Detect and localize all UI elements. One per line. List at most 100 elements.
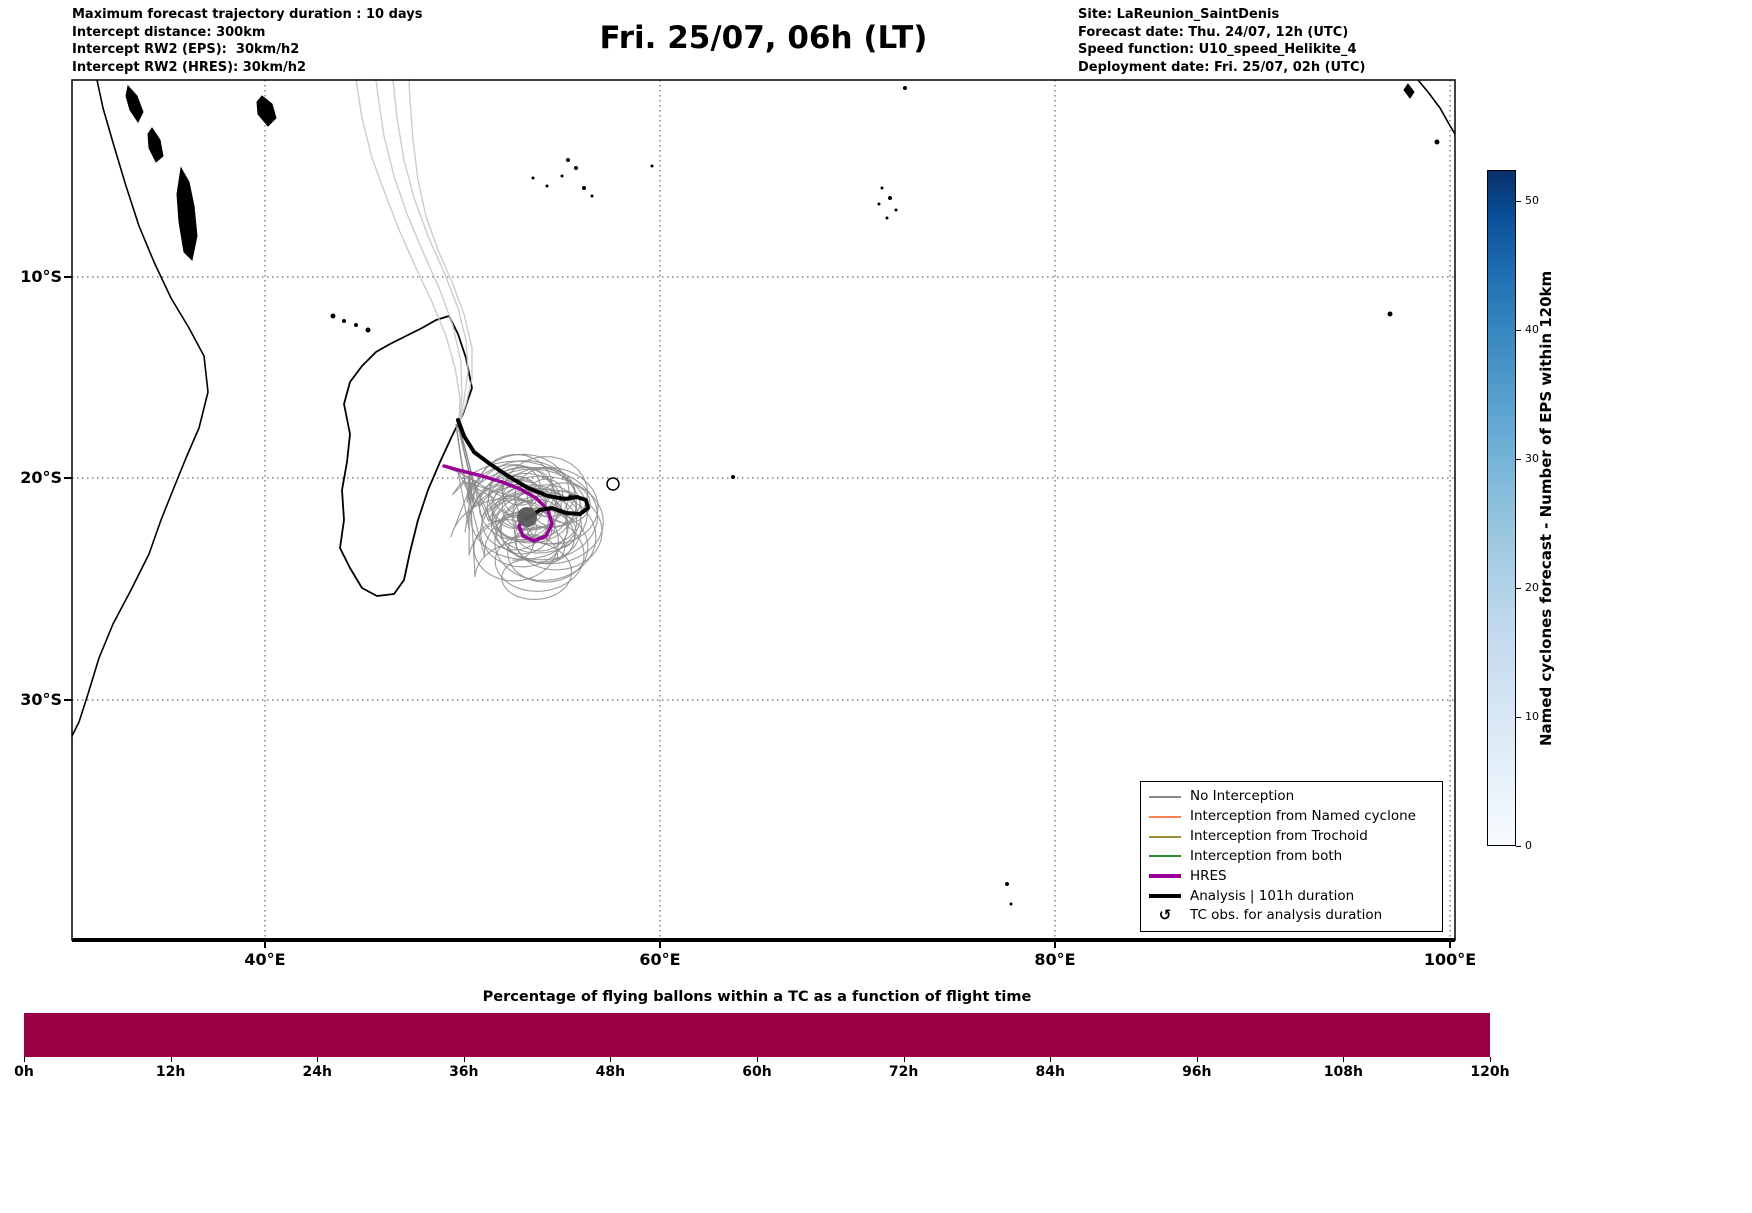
legend-line-swatch: [1149, 795, 1181, 798]
island-dot: [1387, 311, 1393, 317]
legend-line-swatch: [1149, 815, 1181, 818]
africa-east-coast: [71, 79, 209, 737]
legend-label: TC obs. for analysis duration: [1190, 907, 1383, 924]
ensemble-track-faint: [355, 79, 461, 425]
legend-row: Interception from Trochoid: [1149, 829, 1434, 844]
x-axis-tick-label: 80°E: [1034, 950, 1076, 969]
legend-label: Analysis | 101h duration: [1190, 887, 1355, 904]
info-speed-function: Speed function: U10_speed_Helikite_4: [1078, 42, 1357, 57]
x-axis-tick-label: 60°E: [639, 950, 681, 969]
flight-time-tick-mark: [1196, 1057, 1198, 1062]
legend-label: Interception from Named cyclone: [1190, 808, 1416, 825]
colorbar-tick-label: 30: [1525, 451, 1539, 465]
forecast-parameters-block: Maximum forecast trajectory duration : 1…: [72, 6, 423, 76]
colorbar-tick-mark: [1516, 587, 1521, 589]
island-dot: [330, 313, 336, 319]
info-deployment-date: Deployment date: Fri. 25/07, 02h (UTC): [1078, 59, 1366, 75]
x-axis-tick-label: 100°E: [1423, 950, 1477, 969]
legend-line: [1149, 815, 1181, 818]
rotate-arrow-icon: ↺: [1158, 906, 1172, 925]
ensemble-trajectories: [444, 420, 604, 600]
flight-time-tick-label: 48h: [595, 1064, 626, 1080]
colorbar-tick-label: 20: [1525, 580, 1539, 594]
island-dot: [574, 166, 578, 170]
param-intercept-distance: Intercept distance: 300km: [72, 24, 266, 40]
island-dot: [354, 323, 358, 327]
legend-line: [1149, 855, 1181, 858]
lake-c: [256, 95, 277, 127]
balloon-cluster: [517, 507, 537, 527]
info-forecast-date: Forecast date: Thu. 24/07, 12h (UTC): [1078, 24, 1349, 40]
legend-line-swatch: [1149, 894, 1181, 899]
flight-time-bar: [24, 1013, 1490, 1057]
ensemble-track: [456, 420, 577, 544]
flight-time-tick-mark: [610, 1057, 612, 1062]
colorbar-tick-label: 0: [1525, 839, 1532, 852]
x-axis-tick-label: 40°E: [244, 950, 286, 969]
island-dot: [545, 184, 549, 188]
flight-time-tick-label: 108h: [1323, 1064, 1363, 1080]
lake-b: [147, 127, 164, 163]
flight-time-tick-label: 36h: [449, 1064, 479, 1080]
colorbar-tick-label: 10: [1525, 709, 1539, 723]
ensemble-track: [456, 420, 573, 600]
legend-line: [1149, 835, 1181, 838]
legend-label: Interception from Trochoid: [1190, 828, 1368, 845]
colorbar-tick-label: 40: [1525, 322, 1539, 336]
legend-row: Analysis | 101h duration: [1149, 887, 1434, 904]
island-dot: [590, 194, 594, 198]
island-dot: [365, 327, 371, 333]
bottom-chart-title: Percentage of flying ballons within a TC…: [482, 989, 1032, 1005]
colorbar-gradient: [1487, 170, 1516, 846]
islet-nw: [1403, 83, 1415, 99]
page-title: Fri. 25/07, 06h (LT): [599, 20, 928, 56]
legend-line-swatch: [1149, 835, 1181, 838]
island-dot: [731, 475, 735, 479]
flight-time-tick-label: 12h: [155, 1064, 186, 1080]
legend-line: [1149, 894, 1181, 899]
colorbar-tick-mark: [1516, 200, 1521, 202]
flight-time-tick-label: 60h: [742, 1064, 772, 1080]
y-axis-tick-label: 20°S: [20, 468, 62, 487]
island-outline: [606, 477, 620, 491]
island-dot: [885, 216, 889, 220]
flight-time-tick-label: 84h: [1035, 1064, 1065, 1080]
island-dot: [1009, 902, 1013, 906]
colorbar-tick-mark: [1516, 329, 1521, 331]
legend-row: Interception from both: [1149, 848, 1434, 864]
flight-time-tick-mark: [1490, 1057, 1491, 1062]
legend-row: ↺ TC obs. for analysis duration: [1149, 908, 1434, 923]
flight-time-tick-label: 0h: [14, 1064, 34, 1080]
y-axis-tick-label: 10°S: [20, 267, 62, 286]
north-ensemble-tracks: [355, 79, 473, 425]
legend-line: [1149, 795, 1181, 798]
flight-time-tick-label: 72h: [888, 1064, 919, 1080]
flight-time-tick-label: 120h: [1470, 1064, 1510, 1080]
ensemble-track-faint: [408, 79, 473, 425]
param-duration: Maximum forecast trajectory duration : 1…: [72, 7, 423, 22]
info-site: Site: LaReunion_SaintDenis: [1078, 7, 1280, 22]
colorbar-tick-label: 50: [1525, 193, 1539, 207]
island-dot: [566, 158, 570, 162]
sumatra-corner: [1417, 79, 1456, 135]
flight-time-tick-mark: [903, 1057, 905, 1062]
madagascar: [339, 315, 473, 597]
flight-time-tick-mark: [1050, 1057, 1052, 1062]
flight-time-tick-mark: [170, 1057, 172, 1062]
island-dot: [531, 176, 535, 180]
flight-time-tick-mark: [24, 1057, 25, 1062]
legend-line-swatch: [1149, 874, 1181, 879]
lake-a: [125, 84, 144, 123]
tc-obs-icon: ↺: [1149, 908, 1181, 923]
island-dot: [888, 196, 892, 200]
coastlines: [71, 79, 1456, 906]
grid-lines: [72, 80, 1455, 940]
legend-line: [1149, 874, 1181, 879]
legend-line-swatch: [1149, 855, 1181, 858]
island-dot: [582, 186, 586, 190]
ensemble-track: [457, 422, 599, 561]
flight-time-tick-mark: [1343, 1057, 1345, 1062]
ensemble-track: [450, 422, 559, 582]
colorbar-tick-mark: [1516, 846, 1521, 847]
